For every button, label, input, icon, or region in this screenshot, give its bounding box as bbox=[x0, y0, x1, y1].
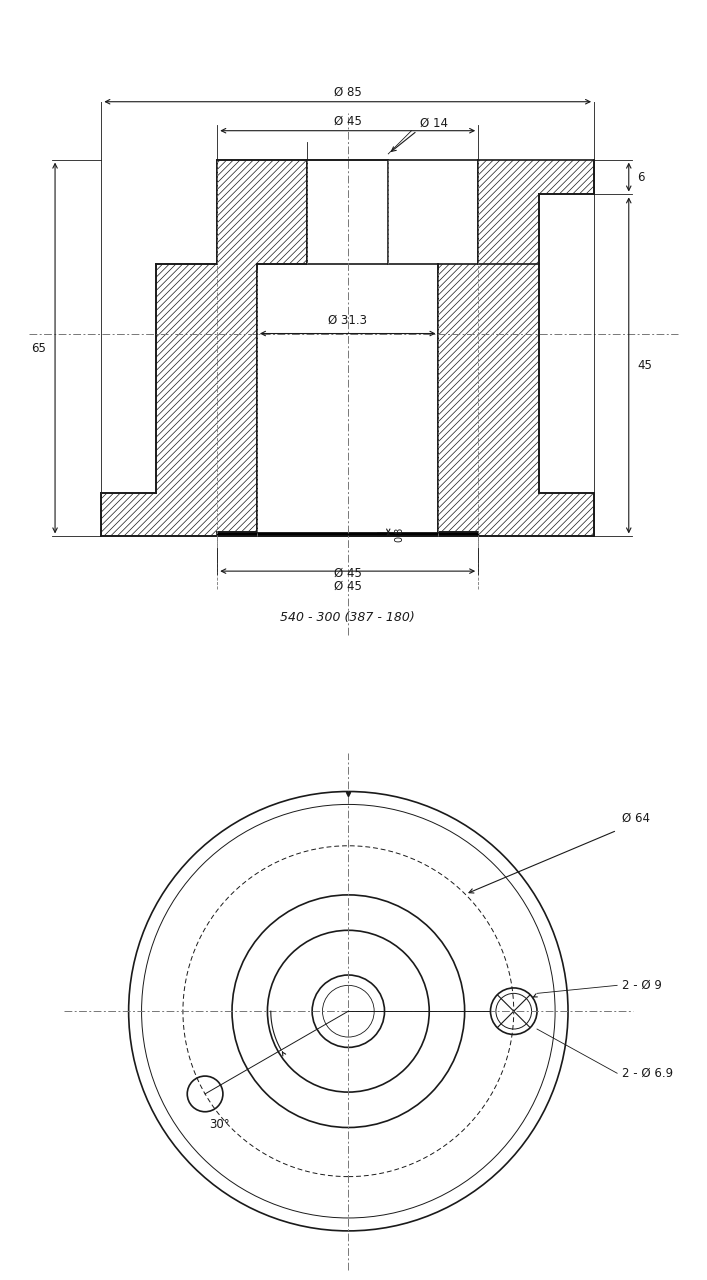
Polygon shape bbox=[101, 160, 307, 536]
Text: 0.8: 0.8 bbox=[394, 526, 404, 541]
Text: 540 - 300 (387 - 180): 540 - 300 (387 - 180) bbox=[281, 611, 415, 623]
Text: Ø 85: Ø 85 bbox=[334, 86, 361, 99]
Text: Ø 45: Ø 45 bbox=[334, 580, 362, 593]
Text: Ø 45: Ø 45 bbox=[334, 115, 362, 128]
Text: 2 - Ø 9: 2 - Ø 9 bbox=[622, 979, 662, 992]
Text: 6: 6 bbox=[638, 170, 645, 183]
Polygon shape bbox=[438, 160, 594, 536]
Text: Ø 31.3: Ø 31.3 bbox=[328, 314, 367, 326]
Text: Ø 45: Ø 45 bbox=[334, 567, 362, 580]
Text: Ø 14: Ø 14 bbox=[420, 116, 448, 129]
Polygon shape bbox=[217, 531, 478, 536]
Text: 65: 65 bbox=[32, 342, 47, 355]
Text: 45: 45 bbox=[638, 358, 653, 372]
Text: 30°: 30° bbox=[209, 1119, 229, 1132]
Text: 2 - Ø 6.9: 2 - Ø 6.9 bbox=[622, 1066, 674, 1080]
Text: Ø 64: Ø 64 bbox=[622, 812, 650, 826]
